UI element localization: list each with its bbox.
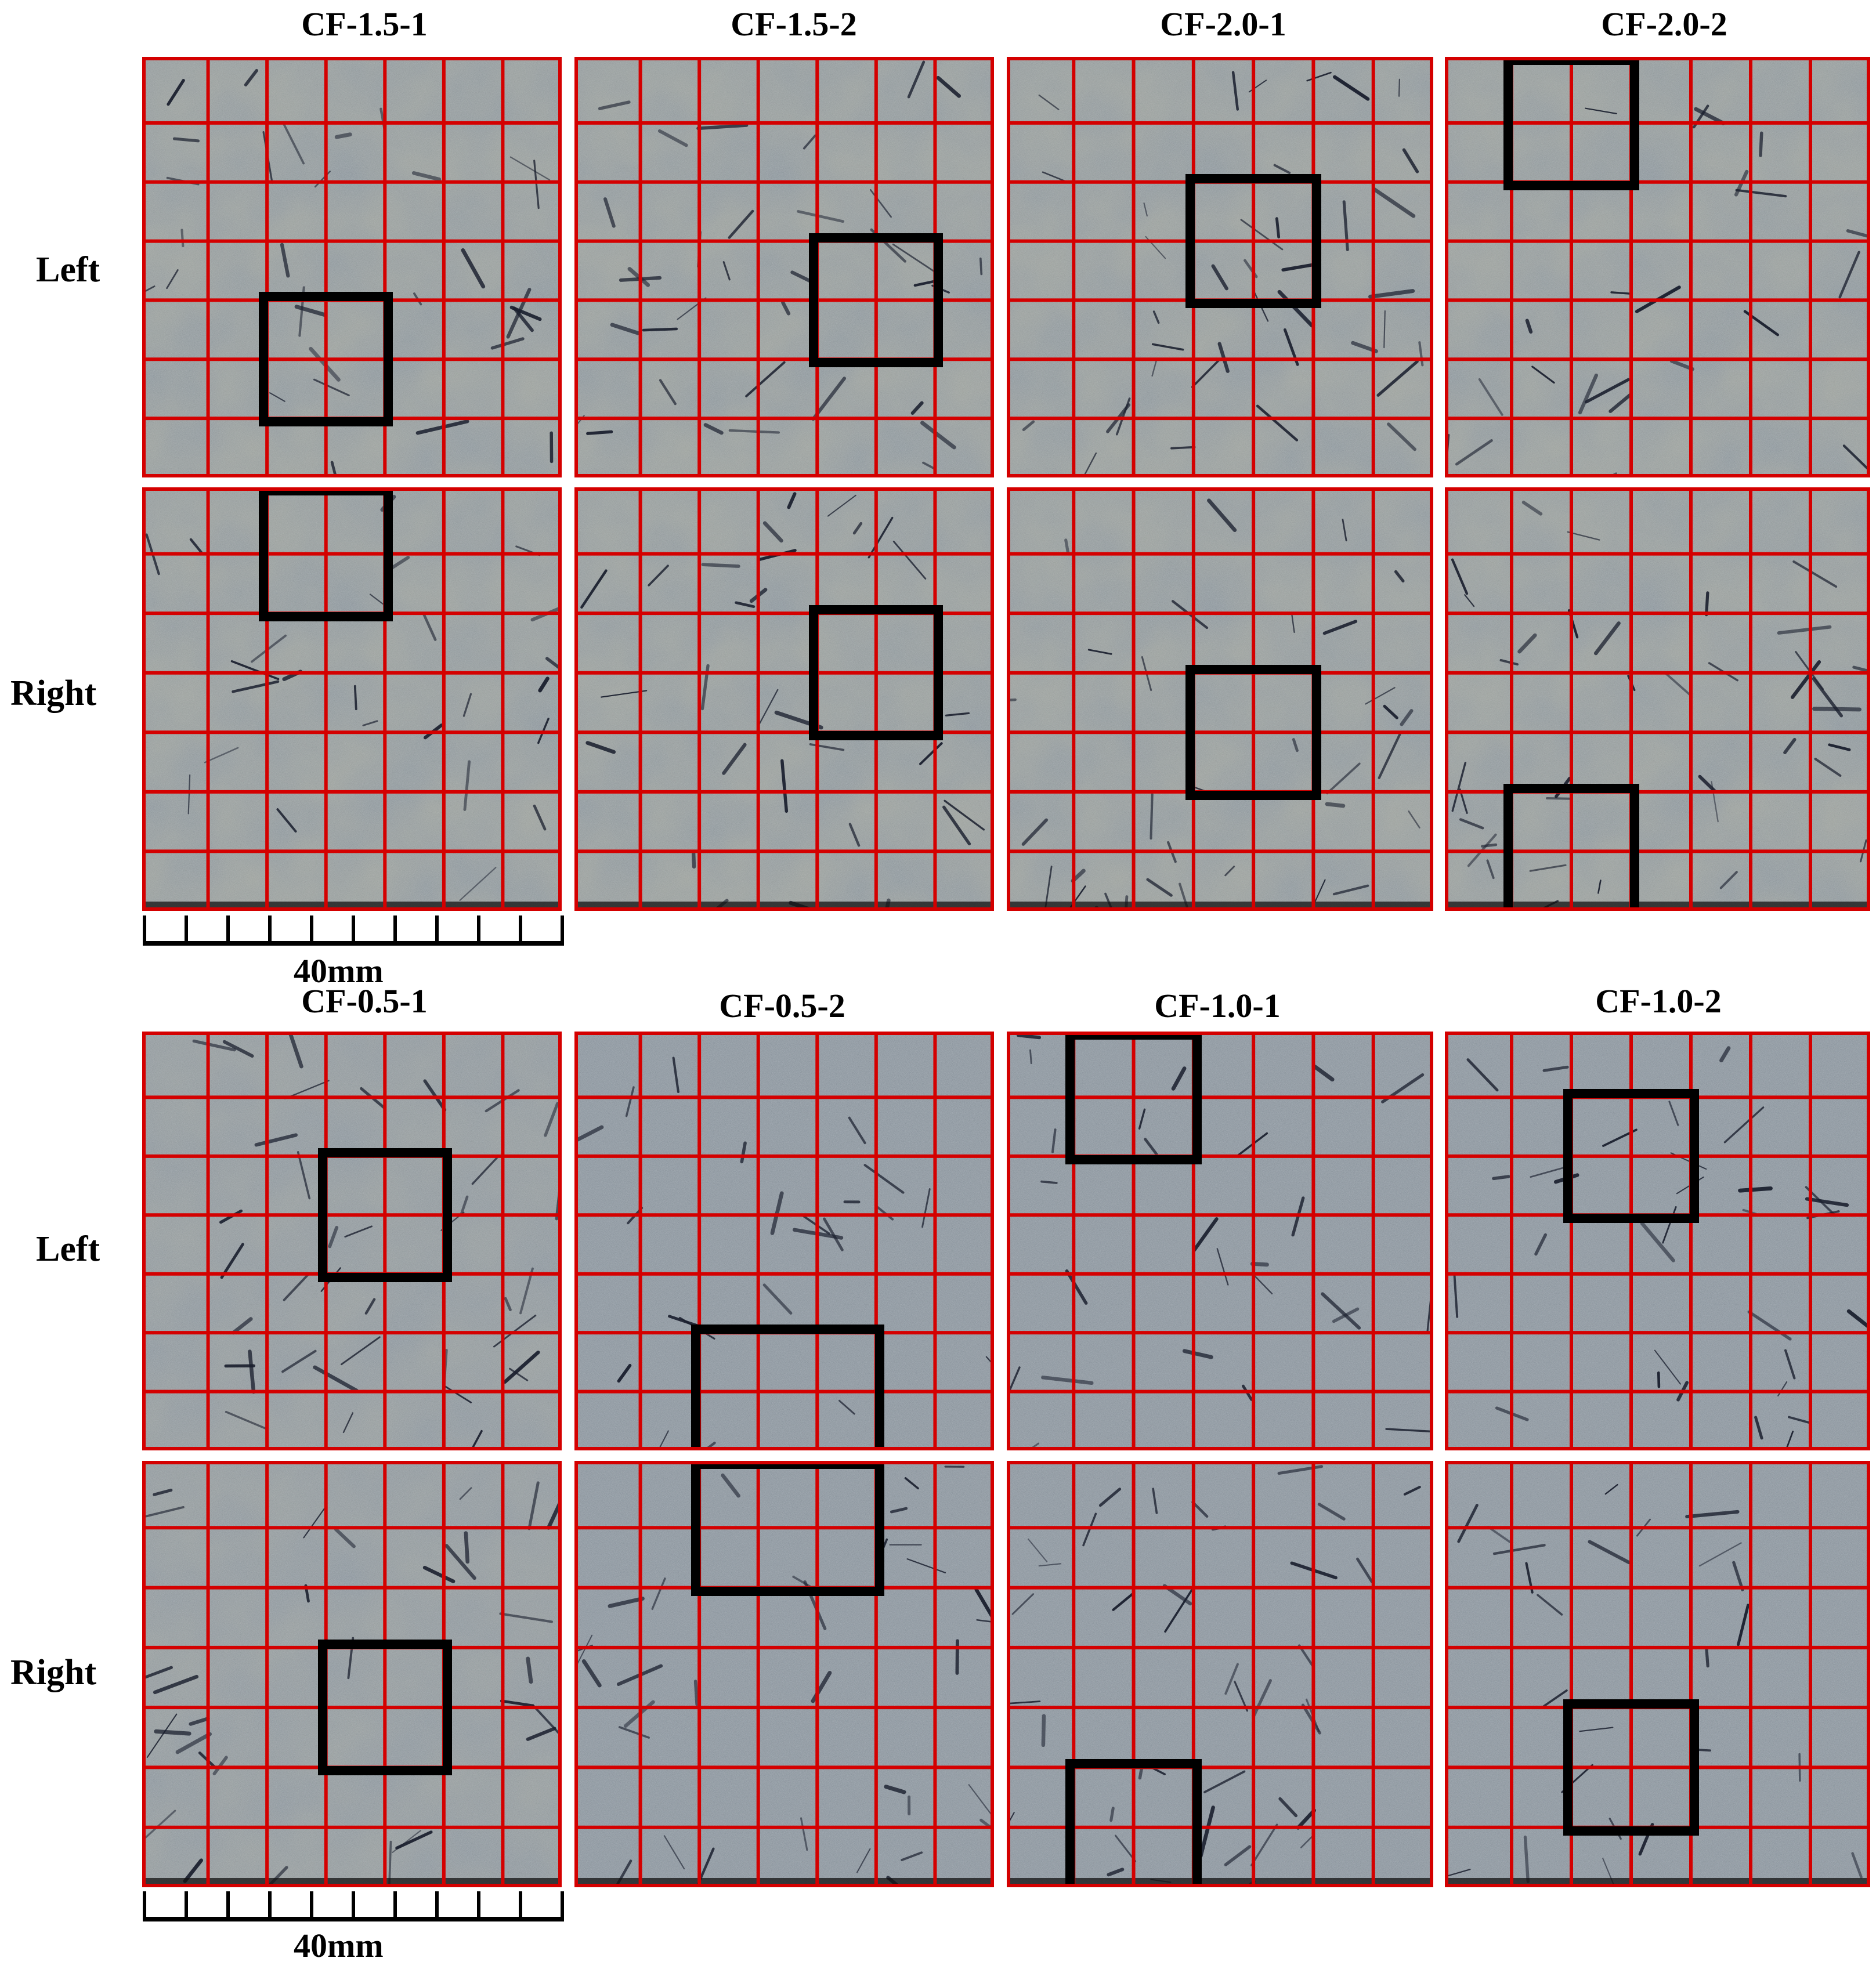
specimen-panel-cf-1-0-1-right xyxy=(1007,1461,1433,1887)
specimen-panel-cf-1-0-2-right xyxy=(1445,1461,1870,1887)
selection-box xyxy=(318,1640,452,1776)
row-label-right: Right xyxy=(10,673,96,714)
selection-box xyxy=(1185,174,1322,309)
column-title-cf-1-5-2: CF-1.5-2 xyxy=(585,5,1003,44)
specimen-panel-cf-2-0-1-right xyxy=(1007,487,1433,911)
selection-box xyxy=(1563,1089,1699,1223)
selection-box xyxy=(1185,665,1322,800)
scale-bar xyxy=(142,1887,566,1921)
specimen-panel-cf-2-0-2-left xyxy=(1445,57,1870,477)
specimen-panel-cf-2-0-2-right xyxy=(1445,487,1870,911)
column-title-cf-0-5-2: CF-0.5-2 xyxy=(573,986,991,1025)
selection-box xyxy=(1065,1759,1202,1887)
specimen-panel-cf-0-5-1-left xyxy=(142,1032,562,1450)
scale-bar-label: 40mm xyxy=(294,1926,384,1965)
selection-box xyxy=(318,1148,452,1282)
specimen-panel-cf-1-5-2-left xyxy=(574,57,994,477)
row-label-left: Left xyxy=(36,249,100,291)
selection-box xyxy=(809,605,943,740)
specimen-panel-cf-1-0-2-left xyxy=(1445,1032,1870,1450)
specimen-panel-cf-0-5-2-right xyxy=(574,1461,994,1887)
selection-box xyxy=(1503,784,1639,911)
selection-box xyxy=(1563,1699,1699,1836)
specimen-panel-cf-1-5-2-right xyxy=(574,487,994,911)
column-title-cf-1-5-1: CF-1.5-1 xyxy=(156,5,573,44)
selection-box xyxy=(259,292,393,426)
selection-box xyxy=(691,1325,884,1450)
selection-box xyxy=(1065,1032,1202,1164)
specimen-panel-cf-1-5-1-left xyxy=(142,57,562,477)
selection-box xyxy=(691,1461,884,1596)
column-title-cf-1-0-2: CF-1.0-2 xyxy=(1450,982,1867,1021)
scale-bar xyxy=(142,911,566,946)
selection-box xyxy=(809,233,943,368)
selection-box xyxy=(1503,57,1639,190)
column-title-cf-2-0-1: CF-2.0-1 xyxy=(1014,5,1432,44)
specimen-panel-cf-0-5-2-left xyxy=(574,1032,994,1450)
column-title-cf-2-0-2: CF-2.0-2 xyxy=(1455,5,1873,44)
row-label-left: Left xyxy=(36,1229,100,1270)
column-title-cf-1-0-1: CF-1.0-1 xyxy=(1009,986,1426,1025)
specimen-panel-cf-2-0-1-left xyxy=(1007,57,1433,477)
scale-bar-label: 40mm xyxy=(294,951,384,990)
selection-box xyxy=(259,487,393,621)
specimen-panel-cf-1-0-1-left xyxy=(1007,1032,1433,1450)
row-label-right: Right xyxy=(10,1652,96,1693)
specimen-panel-cf-0-5-1-right xyxy=(142,1461,562,1887)
specimen-panel-cf-1-5-1-right xyxy=(142,487,562,911)
